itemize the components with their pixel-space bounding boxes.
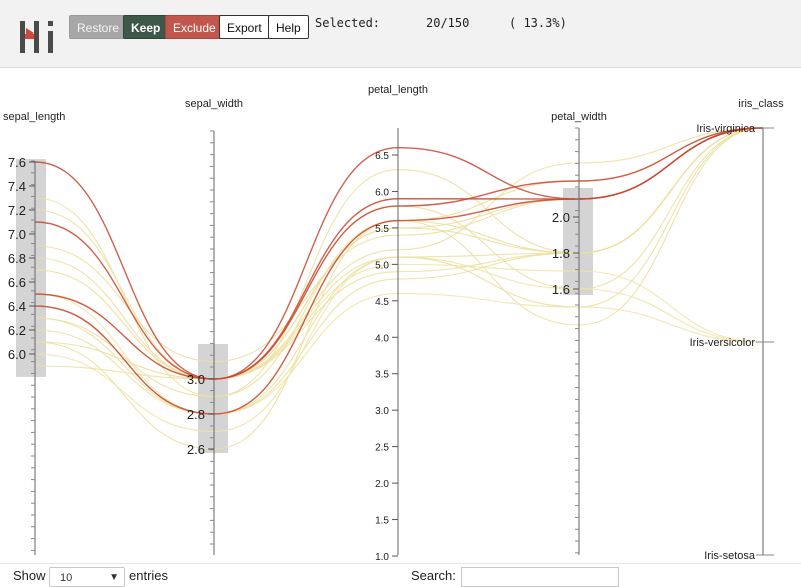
search-input[interactable] bbox=[461, 567, 619, 587]
page-length-value: 10 bbox=[60, 572, 73, 584]
data-line bbox=[34, 127, 764, 380]
tick-label: 2.8 bbox=[187, 407, 205, 422]
tick-label: 5.5 bbox=[375, 224, 389, 235]
keep-button[interactable]: Keep bbox=[123, 15, 169, 39]
tick-label: 7.2 bbox=[8, 203, 26, 218]
exclude-button[interactable]: Exclude bbox=[165, 15, 224, 39]
data-line bbox=[34, 127, 764, 380]
tick-label: 2.6 bbox=[187, 442, 205, 457]
chevron-down-icon: ▼ bbox=[109, 572, 119, 583]
brush-petal_width bbox=[563, 188, 593, 295]
category-label: Iris-virginica bbox=[696, 123, 756, 135]
data-line bbox=[34, 127, 764, 415]
export-button[interactable]: Export bbox=[219, 15, 270, 39]
data-line bbox=[34, 127, 764, 380]
category-label: Iris-setosa bbox=[704, 550, 756, 562]
axis-title-petal_length: petal_length bbox=[368, 84, 428, 96]
restore-button[interactable]: Restore bbox=[69, 15, 128, 39]
data-line bbox=[34, 127, 764, 380]
data-line bbox=[34, 127, 764, 415]
page-length-select[interactable]: 10 ▼ bbox=[49, 567, 125, 587]
tick-label: 6.0 bbox=[8, 347, 26, 362]
tick-label: 7.4 bbox=[8, 179, 26, 194]
data-line bbox=[34, 256, 764, 433]
data-line bbox=[34, 263, 764, 380]
show-label: Show bbox=[13, 568, 46, 583]
data-line bbox=[34, 127, 764, 380]
tick-label: 2.5 bbox=[375, 443, 389, 454]
data-line bbox=[34, 127, 764, 380]
axis-title-sepal_width: sepal_width bbox=[185, 98, 243, 110]
axis-title-sepal_length: sepal_length bbox=[3, 111, 65, 123]
tick-label: 4.0 bbox=[375, 333, 389, 344]
tick-label: 1.0 bbox=[375, 552, 389, 562]
table-controls: Show 10 ▼ entries Search: bbox=[0, 563, 801, 587]
parallel-coordinates-plot[interactable]: sepal_length 6.0 6.2 6.4 6.6 6.8 7.0 7.2 7.4 7.6 s… bbox=[0, 68, 801, 562]
hi-logo-icon bbox=[20, 21, 53, 53]
tick-label: 1.6 bbox=[552, 282, 570, 297]
brush-sepal_length bbox=[16, 159, 46, 377]
tick-label: 2.0 bbox=[375, 479, 389, 490]
search-label: Search: bbox=[411, 568, 456, 583]
selected-count: 20/150 bbox=[426, 16, 470, 30]
toolbar: Restore Keep Exclude Export Help Selecte… bbox=[0, 0, 801, 68]
data-line bbox=[34, 127, 764, 363]
tick-label: 6.5 bbox=[375, 151, 389, 162]
data-line bbox=[34, 127, 764, 380]
category-label: Iris-versicolor bbox=[690, 337, 756, 349]
selected-label: Selected: bbox=[315, 16, 381, 30]
axis-title-petal_width: petal_width bbox=[551, 111, 607, 123]
tick-label: 2.0 bbox=[552, 210, 570, 225]
tick-label: 1.8 bbox=[552, 246, 570, 261]
selected-percent: ( 13.3%) bbox=[509, 16, 567, 30]
tick-label: 3.0 bbox=[375, 406, 389, 417]
tick-label: 3.0 bbox=[187, 372, 205, 387]
brush-sepal_width bbox=[198, 344, 228, 453]
tick-label: 4.5 bbox=[375, 297, 389, 308]
tick-label: 5.0 bbox=[375, 260, 389, 271]
tick-label: 7.0 bbox=[8, 227, 26, 242]
tick-label: 6.8 bbox=[8, 251, 26, 266]
tick-label: 3.5 bbox=[375, 370, 389, 381]
tick-label: 1.5 bbox=[375, 516, 389, 527]
tick-label: 6.0 bbox=[375, 187, 389, 198]
tick-label: 6.6 bbox=[8, 275, 26, 290]
data-line bbox=[34, 127, 764, 380]
data-line bbox=[34, 127, 764, 415]
tick-label: 7.6 bbox=[8, 155, 26, 170]
data-line bbox=[34, 127, 764, 415]
axis-title-iris_class: iris_class bbox=[738, 98, 784, 110]
entries-label: entries bbox=[129, 568, 169, 583]
data-line bbox=[34, 127, 764, 380]
help-button[interactable]: Help bbox=[268, 15, 309, 39]
tick-label: 6.2 bbox=[8, 323, 26, 338]
tick-label: 6.4 bbox=[8, 299, 26, 314]
